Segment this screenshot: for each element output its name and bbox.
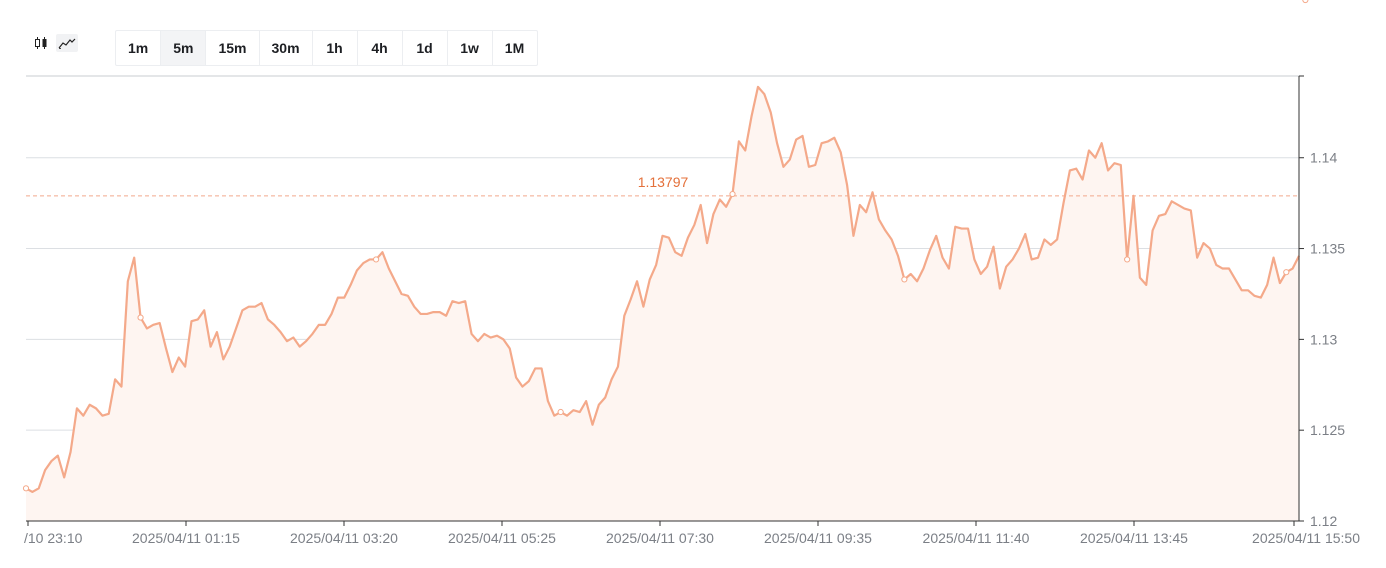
data-point-marker (1124, 256, 1131, 263)
y-tick-label: 1.12 (1310, 513, 1337, 529)
interval-button-15m[interactable]: 15m (206, 31, 260, 65)
x-tick-label: 2025/04/11 03:20 (290, 530, 398, 546)
area-fill (26, 86, 1299, 522)
chart-type-switch (30, 34, 78, 52)
data-point-marker (22, 485, 30, 492)
data-point-marker (1302, 0, 1309, 4)
candlestick-button[interactable] (30, 34, 52, 52)
line-chart-icon (58, 38, 76, 49)
data-point-marker (137, 314, 144, 321)
interval-button-1w[interactable]: 1w (448, 31, 493, 65)
y-tick-label: 1.13 (1310, 331, 1337, 347)
candlestick-icon (35, 37, 47, 49)
interval-selector: 1m 5m 15m 30m 1h 4h 1d 1w 1M (115, 30, 538, 66)
reference-line-label: 1.13797 (638, 174, 689, 190)
line-chart-button[interactable] (56, 34, 78, 52)
y-tick-label: 1.135 (1310, 241, 1345, 257)
y-tick-label: 1.125 (1310, 422, 1345, 438)
x-tick-label: 2025/04/11 13:45 (1080, 530, 1188, 546)
x-tick-label: 2025/04/11 15:50 (1252, 530, 1360, 546)
interval-button-1d[interactable]: 1d (403, 31, 448, 65)
interval-button-30m[interactable]: 30m (260, 31, 313, 65)
data-point-marker (729, 190, 736, 198)
x-tick-label: 2025/04/11 01:15 (132, 530, 240, 546)
data-point-marker (372, 256, 380, 263)
price-line (25, 85, 1300, 494)
x-tick-label: 2025/04/11 09:35 (764, 530, 872, 546)
data-point-marker (1283, 269, 1290, 276)
interval-button-1m-month[interactable]: 1M (504, 40, 525, 56)
x-tick-label: 2025/04/11 05:25 (448, 530, 556, 546)
interval-button-1h[interactable]: 1h (313, 31, 358, 65)
data-point-marker (557, 408, 564, 416)
interval-button-4h[interactable]: 4h (358, 31, 403, 65)
x-tick-label: 2025/04/11 11:40 (923, 530, 1030, 546)
x-tick-label: 2025/04/11 07:30 (606, 530, 714, 546)
interval-button-5m[interactable]: 5m (161, 31, 207, 65)
data-point-marker (901, 276, 908, 283)
x-tick-label: /10 23:10 (24, 530, 83, 546)
y-tick-label: 1.14 (1310, 150, 1337, 166)
interval-button-1m[interactable]: 1m (116, 31, 162, 65)
